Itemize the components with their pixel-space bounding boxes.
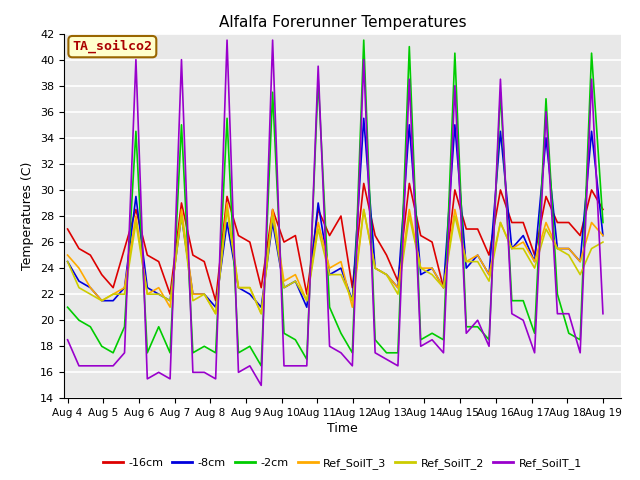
X-axis label: Time: Time <box>327 422 358 435</box>
Legend: -16cm, -8cm, -2cm, Ref_SoilT_3, Ref_SoilT_2, Ref_SoilT_1: -16cm, -8cm, -2cm, Ref_SoilT_3, Ref_Soil… <box>99 453 586 473</box>
Y-axis label: Temperatures (C): Temperatures (C) <box>22 162 35 270</box>
Title: Alfalfa Forerunner Temperatures: Alfalfa Forerunner Temperatures <box>219 15 466 30</box>
Text: TA_soilco2: TA_soilco2 <box>72 40 152 53</box>
